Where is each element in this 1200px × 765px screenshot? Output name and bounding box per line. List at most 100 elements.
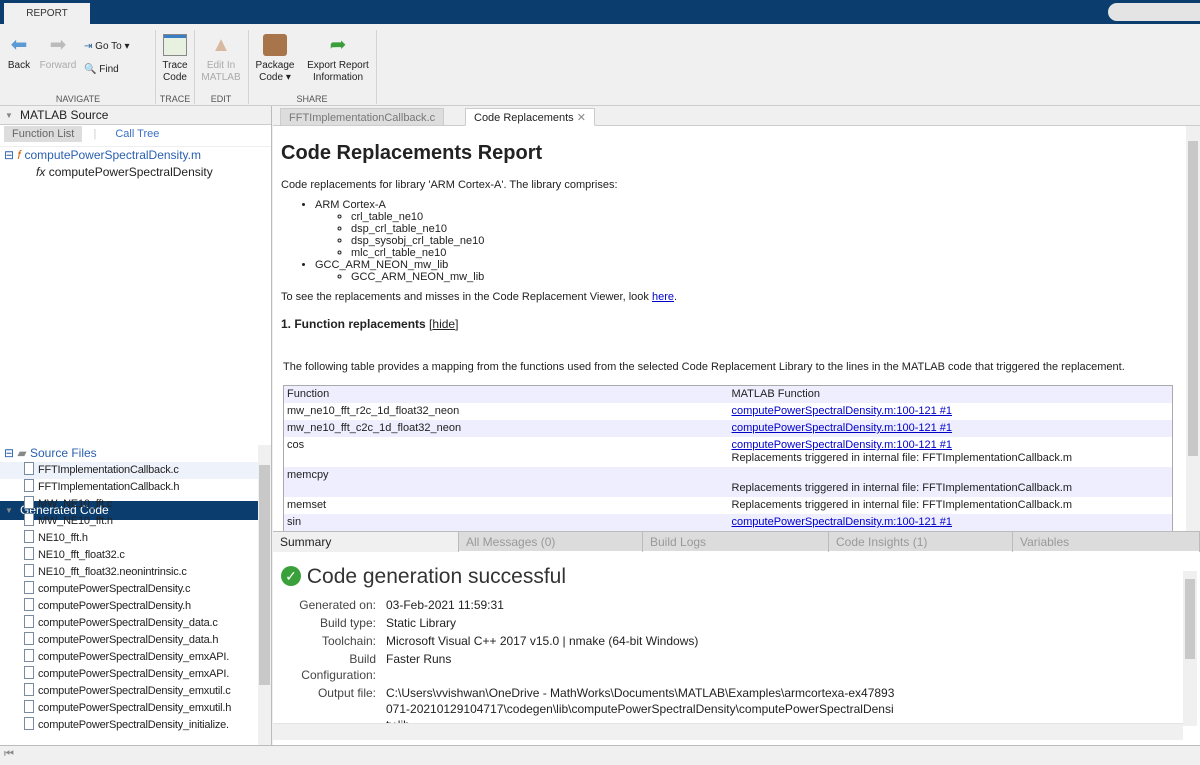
file-item[interactable]: MW_NE10_fft.c [0, 496, 258, 513]
arrow-right-icon: ➡ [49, 34, 67, 56]
matlab-line-link[interactable]: computePowerSpectralDensity.m:100-121 #1 [731, 405, 953, 417]
package-code-button[interactable]: Package Code ▾ [252, 34, 298, 84]
file-item[interactable]: FFTImplementationCallback.c [0, 462, 258, 479]
report-title: Code Replacements Report [281, 142, 543, 164]
tab-summary[interactable]: Summary [273, 532, 459, 552]
file-item[interactable]: FFTImplementationCallback.h [0, 479, 258, 496]
file-icon [24, 564, 34, 577]
library-item: ARM Cortex-Acrl_table_ne10dsp_crl_table_… [315, 199, 1178, 259]
collapse-icon[interactable]: ⏮ [4, 748, 14, 760]
tab-fftimplementationcallback[interactable]: FFTImplementationCallback.c [280, 108, 445, 126]
tab-build-logs[interactable]: Build Logs [643, 532, 829, 552]
file-icon [24, 700, 34, 713]
summary-field: Generated on: 03-Feb-2021 11:59:31 [299, 598, 504, 612]
export-report-button[interactable]: ➦ Export Report Information [307, 34, 369, 83]
table-item: crl_table_ne10 [351, 211, 1178, 223]
status-heading: ✓ Code generation successful [281, 565, 1183, 589]
here-link[interactable]: here [651, 291, 674, 303]
file-icon [24, 547, 34, 560]
trace-code-icon [163, 34, 187, 56]
matlab-line-link[interactable]: computePowerSpectralDensity.m:100-121 #1 [731, 439, 953, 451]
file-tree-scrollbar[interactable] [258, 445, 271, 745]
report-view: Code Replacements Report Code replacemen… [273, 126, 1186, 531]
file-icon [24, 598, 34, 611]
title-bar: REPORT [0, 0, 1200, 24]
tab-code-replacements[interactable]: Code Replacements ✕ [465, 108, 595, 126]
file-item[interactable]: computePowerSpectralDensity_initialize. [0, 717, 258, 734]
table-row: memset Replacements triggered in internal… [287, 499, 1073, 511]
summary-scrollbar[interactable] [1183, 571, 1197, 726]
section-heading: 1. Function replacements [hide] [281, 317, 459, 331]
table-row: memcpy Replacements triggered in internal… [283, 467, 1173, 497]
file-tree: ⊟ ▰ Source Files FFTImplementationCallba… [0, 445, 258, 734]
matlab-source-header[interactable]: MATLAB Source [0, 106, 271, 125]
matlab-file-item[interactable]: ⊟ 𝑓 computePowerSpectralDensity.m [4, 148, 201, 162]
file-item[interactable]: computePowerSpectralDensity.c [0, 581, 258, 598]
right-panel: FFTImplementationCallback.c Code Replace… [273, 106, 1200, 745]
file-icon [24, 683, 34, 696]
edit-in-matlab-button[interactable]: ▲ Edit In MATLAB [201, 34, 241, 83]
tab-variables[interactable]: Variables [1013, 532, 1200, 552]
table-item: dsp_crl_table_ne10 [351, 223, 1178, 235]
file-item[interactable]: computePowerSpectralDensity_emxAPI. [0, 649, 258, 666]
summary-hscrollbar[interactable] [273, 723, 1183, 740]
matlab-icon: ▲ [211, 34, 231, 56]
file-item[interactable]: computePowerSpectralDensity.h [0, 598, 258, 615]
forward-button[interactable]: ➡ Forward [39, 34, 77, 71]
source-files-folder[interactable]: ⊟ ▰ Source Files [4, 446, 97, 460]
group-navigate: NAVIGATE [55, 94, 101, 104]
goto-icon: ⇥ [84, 41, 93, 52]
tab-report[interactable]: REPORT [4, 3, 90, 24]
trace-code-button[interactable]: Trace Code [158, 34, 192, 84]
file-item[interactable]: NE10_fft_float32.neonintrinsic.c [0, 564, 258, 581]
file-icon [24, 615, 34, 628]
close-icon[interactable]: ✕ [576, 112, 586, 124]
file-icon [24, 513, 34, 526]
tab-code-insights-[interactable]: Code Insights (1) [829, 532, 1013, 552]
bottom-tabs: Summary All Messages (0) Build Logs Code In… [273, 531, 1200, 552]
report-scrollbar[interactable] [1186, 126, 1200, 531]
summary-field: Build type: Static Library [319, 616, 457, 630]
file-item[interactable]: computePowerSpectralDensity_emxAPI. [0, 666, 258, 683]
tab-function-list[interactable]: Function List [4, 126, 83, 142]
goto-button[interactable]: ⇥ Go To ▾ [84, 41, 130, 52]
file-icon [24, 496, 34, 509]
table-row: mw_ne10_fft_c2c_1d_float32_neon computePo… [283, 420, 1173, 437]
function-item[interactable]: fx computePowerSpectralDensity [36, 165, 213, 179]
tab-all-messages-[interactable]: All Messages (0) [459, 532, 643, 552]
group-trace: TRACE [159, 94, 191, 104]
file-icon [24, 717, 34, 730]
generated-code-header[interactable]: Generated Code [0, 501, 271, 520]
file-icon [24, 632, 34, 645]
file-item[interactable]: NE10_fft_float32.c [0, 547, 258, 564]
tab-call-tree[interactable]: Call Tree [115, 128, 160, 140]
table-item: mlc_crl_table_ne10 [351, 247, 1178, 259]
file-item[interactable]: computePowerSpectralDensity_emxutil.c [0, 683, 258, 700]
file-icon [24, 581, 34, 594]
file-item[interactable]: computePowerSpectralDensity_emxutil.h [0, 700, 258, 717]
search-icon: 🔍 [84, 64, 97, 75]
table-item: dsp_sysobj_crl_table_ne10 [351, 235, 1178, 247]
back-button[interactable]: ⬅ Back [7, 34, 31, 71]
group-edit: EDIT [210, 94, 232, 104]
group-share: SHARE [296, 94, 328, 104]
summary-field: Output file: C:\Users\vvishwan\OneDrive -… [317, 686, 895, 723]
file-item[interactable]: computePowerSpectralDensity_data.c [0, 615, 258, 632]
hide-link[interactable]: hide [432, 317, 456, 331]
matlab-line-link[interactable]: computePowerSpectralDensity.m:100-121 #1 [731, 422, 953, 434]
file-item[interactable]: MW_NE10_fft.h [0, 513, 258, 530]
summary-view: ✓ Code generation successful Generated o… [273, 551, 1183, 723]
file-icon [24, 462, 34, 475]
file-item[interactable]: computePowerSpectralDensity_data.h [0, 632, 258, 649]
matlab-line-link[interactable]: computePowerSpectralDensity.m:100-121 #1 [731, 516, 953, 528]
table-row: mw_ne10_fft_r2c_1d_float32_neon computePo… [287, 405, 953, 417]
quick-access-toolbar[interactable] [1108, 3, 1200, 21]
file-item[interactable]: NE10_fft.h [0, 530, 258, 547]
find-button[interactable]: 🔍 Find [84, 64, 119, 75]
folder-icon: ▰ [17, 446, 27, 460]
file-icon [24, 479, 34, 492]
file-icon [24, 649, 34, 662]
toolstrip: ⬅ Back ➡ Forward ⇥ Go To ▾ 🔍 Find NAVIGATE… [0, 24, 1200, 106]
left-panel: MATLAB Source Function List | Call Tree … [0, 106, 272, 745]
file-icon [24, 530, 34, 543]
